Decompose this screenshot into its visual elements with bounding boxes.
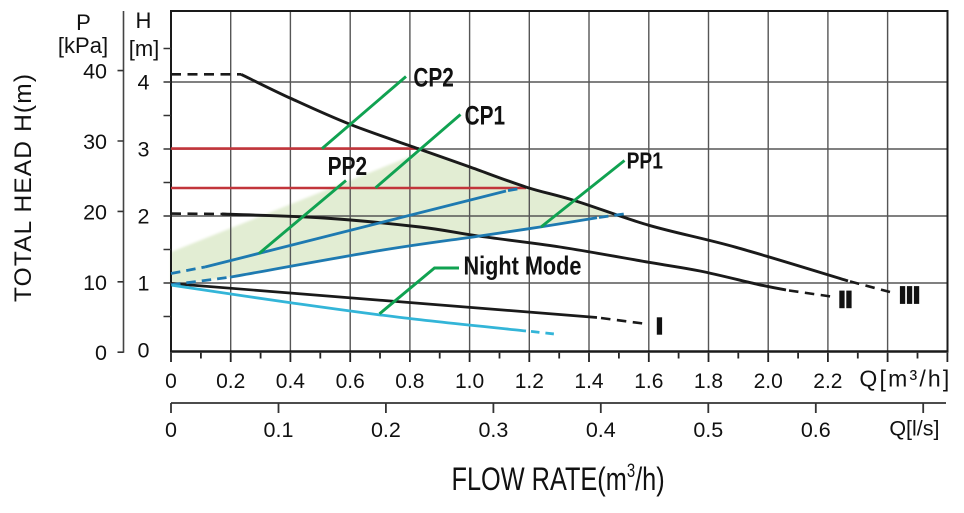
svg-text:0: 0 (95, 341, 107, 365)
svg-text:0.4: 0.4 (586, 418, 616, 442)
svg-text:1.0: 1.0 (455, 370, 484, 393)
svg-text:2.2: 2.2 (813, 370, 842, 393)
svg-text:CP2: CP2 (413, 63, 453, 93)
svg-text:0.8: 0.8 (395, 370, 424, 393)
svg-text:0: 0 (165, 370, 177, 393)
svg-text:CP1: CP1 (465, 101, 505, 131)
svg-text:Q[l/s]: Q[l/s] (889, 417, 939, 441)
svg-text:1.2: 1.2 (515, 370, 544, 393)
svg-text:40: 40 (83, 60, 107, 84)
svg-text:PP2: PP2 (328, 152, 368, 180)
svg-text:Night Mode: Night Mode (464, 253, 582, 281)
svg-text:0.2: 0.2 (371, 418, 401, 442)
svg-text:0: 0 (138, 338, 150, 362)
svg-text:2.0: 2.0 (754, 370, 783, 393)
svg-text:Q[m³/h]: Q[m³/h] (859, 366, 951, 392)
svg-text:0.6: 0.6 (801, 418, 831, 442)
svg-text:1: 1 (138, 271, 150, 295)
svg-text:0.3: 0.3 (478, 418, 508, 442)
svg-text:TOTAL HEAD H(m): TOTAL HEAD H(m) (10, 74, 37, 302)
svg-text:2: 2 (138, 204, 150, 228)
svg-text:10: 10 (83, 271, 107, 295)
svg-text:20: 20 (83, 200, 107, 224)
svg-text:30: 30 (83, 130, 107, 154)
svg-text:0.6: 0.6 (336, 370, 365, 393)
svg-text:0.5: 0.5 (693, 418, 723, 442)
svg-text:[kPa]: [kPa] (58, 33, 108, 58)
svg-text:3: 3 (138, 137, 150, 161)
svg-text:0: 0 (165, 418, 177, 442)
svg-text:H: H (136, 8, 152, 33)
svg-text:P: P (76, 10, 91, 35)
svg-text:1.6: 1.6 (634, 370, 663, 393)
svg-text:1.4: 1.4 (574, 370, 604, 393)
svg-text:0.2: 0.2 (216, 370, 245, 393)
svg-text:PP1: PP1 (627, 149, 664, 174)
svg-text:[m]: [m] (129, 36, 160, 61)
svg-text:1.8: 1.8 (694, 370, 723, 393)
svg-text:0.1: 0.1 (264, 418, 294, 442)
svg-text:4: 4 (138, 70, 150, 94)
svg-text:0.4: 0.4 (276, 370, 306, 393)
